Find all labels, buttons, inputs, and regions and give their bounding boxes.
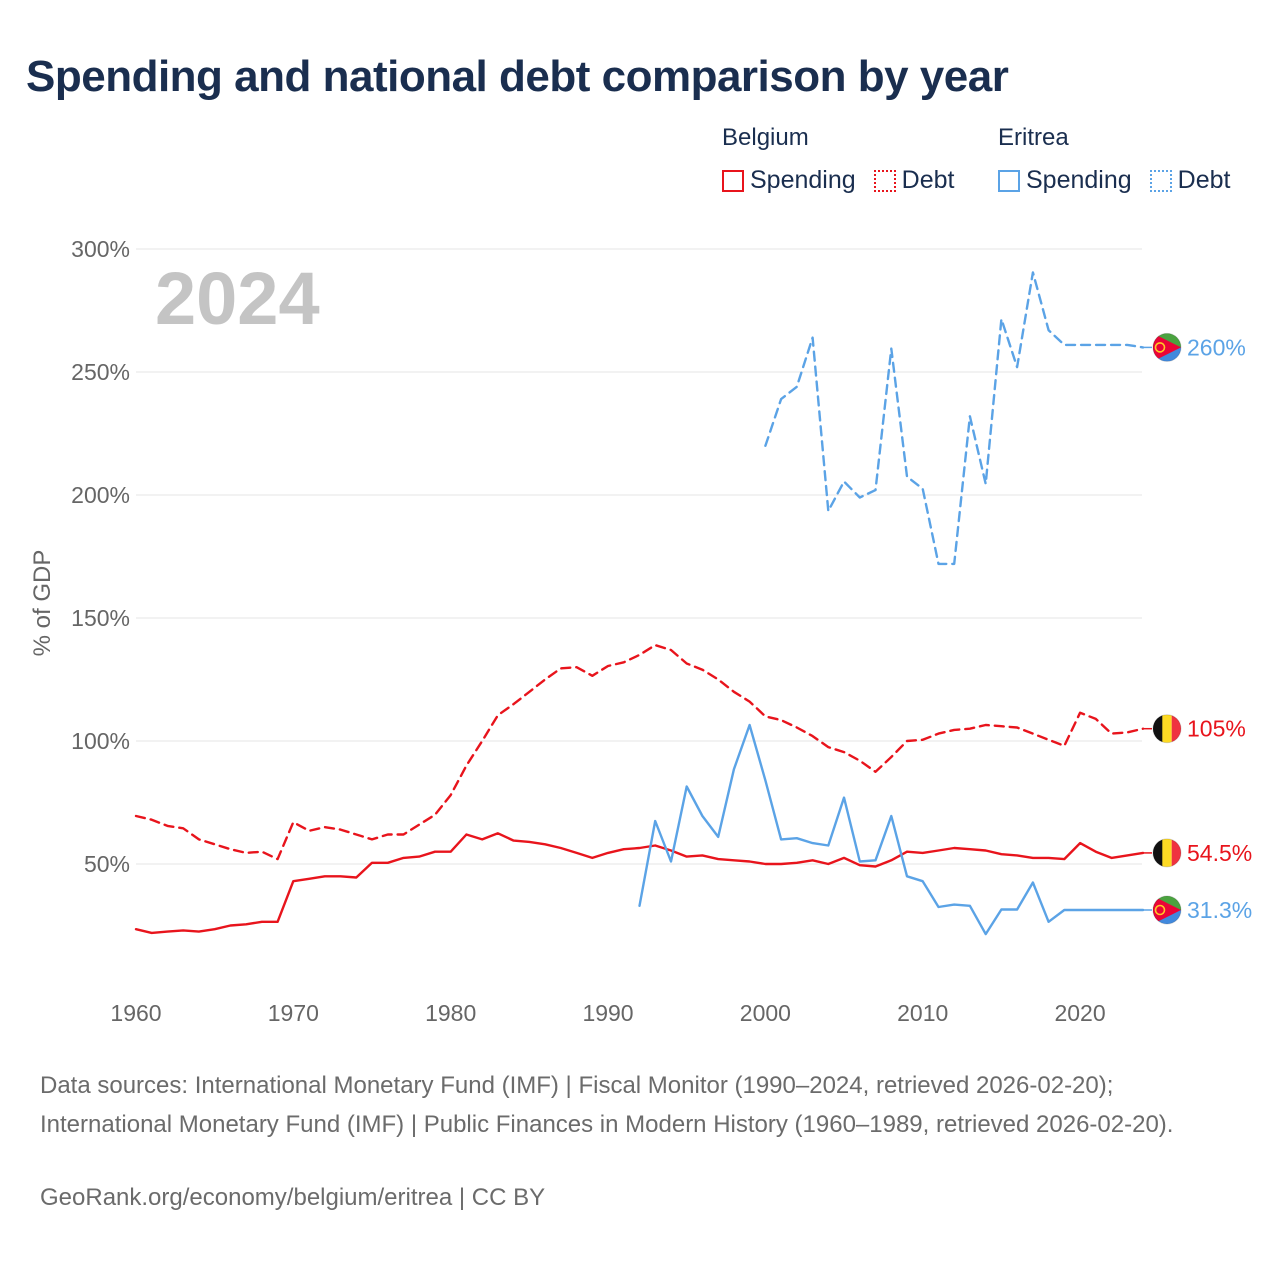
x-tick-label: 2000 [740,1000,791,1026]
legend-item-belgium-debt[interactable]: Debt [873,166,955,195]
legend-label-belgium-spending: Spending [750,166,856,194]
x-tick-label: 1960 [110,1000,161,1026]
y-tick-label: 300% [71,236,130,262]
y-tick-label: 150% [71,605,130,631]
eritrea-flag-icon [1152,895,1182,925]
legend-swatch-solid-icon [998,169,1020,192]
x-tick-label: 1970 [268,1000,319,1026]
series-line-eritrea-debt[interactable] [764,271,1145,566]
legend-group-eritrea: Eritrea Spending Debt [998,124,1230,195]
legend-label-eritrea-spending: Spending [1026,166,1132,194]
end-value-label: 54.5% [1187,840,1252,866]
belgium-flag-icon [1152,714,1182,744]
legend-swatch-solid-icon [722,169,744,192]
legend-country-eritrea: Eritrea [998,124,1069,151]
series-line-belgium-spending[interactable] [134,832,1145,935]
data-sources-note: Data sources: International Monetary Fun… [40,1072,1174,1138]
x-tick-label: 1980 [425,1000,476,1026]
y-tick-label: 100% [71,728,130,754]
series-line-eritrea-spending[interactable] [638,723,1145,936]
legend-group-belgium: Belgium Spending Debt [722,124,954,195]
y-tick-label: 250% [71,359,130,385]
chart-title: Spending and national debt comparison by… [26,52,1009,101]
eritrea-flag-icon [1152,332,1182,362]
x-tick-label: 1990 [582,1000,633,1026]
year-watermark: 2024 [155,257,320,340]
legend-item-belgium-spending[interactable]: Spending [722,166,856,195]
x-tick-label: 2010 [897,1000,948,1026]
x-tick-label: 2020 [1054,1000,1105,1026]
y-tick-label: 200% [71,482,130,508]
legend-label-belgium-debt: Debt [901,166,955,194]
y-axis-label: % of GDP [29,550,56,657]
end-value-label: 31.3% [1187,897,1252,923]
belgium-flag-icon [1152,838,1182,868]
legend-swatch-dotted-icon [1149,169,1172,192]
end-value-label: 105% [1187,716,1246,742]
legend-country-belgium: Belgium [722,124,809,151]
legend-swatch-dotted-icon [873,169,896,192]
line-chart: 2024 % of GDP 50% 100% 150% 200% 250% 300% 196… [29,236,1252,1026]
legend-label-eritrea-debt: Debt [1177,166,1231,194]
series-line-belgium-debt[interactable] [134,643,1145,861]
legend-item-eritrea-debt[interactable]: Debt [1149,166,1231,195]
y-tick-label: 50% [84,851,130,877]
legend-item-eritrea-spending[interactable]: Spending [998,166,1132,195]
end-value-label: 260% [1187,334,1246,360]
credit-line[interactable]: GeoRank.org/economy/belgium/eritrea | CC… [40,1184,546,1211]
